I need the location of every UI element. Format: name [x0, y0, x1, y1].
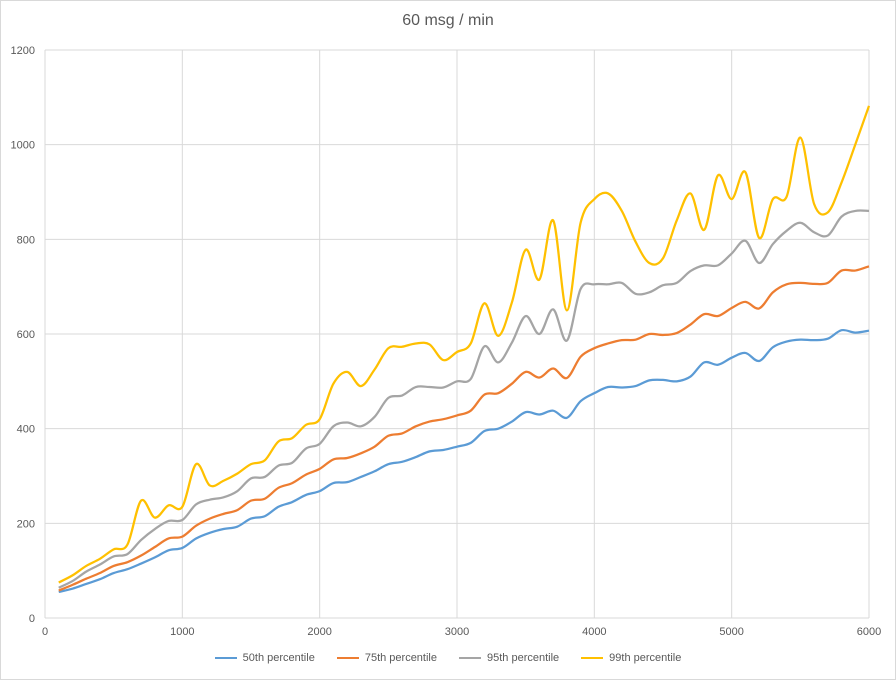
legend: 50th percentile 75th percentile 95th perce…: [0, 652, 896, 664]
y-tick-label: 200: [17, 518, 35, 530]
x-tick-label: 4000: [582, 626, 606, 638]
y-tick-label: 600: [17, 329, 35, 341]
legend-label: 99th percentile: [609, 652, 682, 664]
legend-swatch: [214, 657, 237, 659]
x-tick-label: 3000: [445, 626, 469, 638]
x-tick-label: 6000: [857, 626, 881, 638]
legend-label: 75th percentile: [364, 652, 437, 664]
chart-title: 60 msg / min: [402, 12, 494, 29]
legend-item: 99th percentile: [581, 652, 681, 664]
y-tick-label: 0: [29, 613, 35, 625]
legend-item: 50th percentile: [214, 652, 315, 664]
legend-swatch: [336, 657, 359, 659]
legend-item: 95th percentile: [459, 652, 559, 664]
legend-label: 50th percentile: [242, 652, 315, 664]
x-tick-label: 2000: [307, 626, 331, 638]
y-tick-label: 1200: [11, 45, 35, 57]
y-tick-label: 400: [17, 424, 35, 436]
y-tick-label: 1000: [11, 140, 35, 152]
x-tick-label: 1000: [170, 626, 194, 638]
series-line-99th-percentile: [58, 105, 871, 584]
legend-item: 75th percentile: [336, 652, 437, 664]
series-line-50th-percentile: [58, 328, 870, 594]
legend-swatch: [581, 657, 604, 659]
series-line-75th-percentile: [58, 265, 870, 592]
legend-label: 95th percentile: [487, 652, 560, 664]
y-tick-label: 800: [17, 234, 35, 246]
x-tick-label: 5000: [719, 626, 743, 638]
series-line-95th-percentile: [58, 209, 870, 589]
legend-swatch: [459, 657, 481, 659]
x-tick-label: 0: [42, 626, 48, 638]
